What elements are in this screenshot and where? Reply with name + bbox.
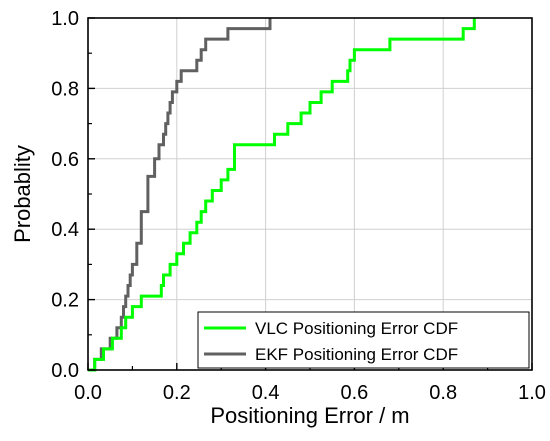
axis-ticks: 0.0 0.2 0.4 0.6 0.8 1.0 0.0 0.2 0.4 0.6 0.8 1.0 — [51, 8, 546, 404]
x-tick-label: 0.0 — [74, 382, 102, 404]
legend-box — [197, 311, 530, 369]
x-tick-label: 0.2 — [163, 382, 191, 404]
grid — [88, 18, 532, 370]
x-tick-label: 0.6 — [340, 382, 368, 404]
legend-label-ekf: EKF Positioning Error CDF — [255, 345, 458, 364]
series-line-0 — [88, 18, 476, 372]
y-tick-label: 0.2 — [51, 290, 79, 312]
y-tick-label: 0.0 — [51, 360, 79, 382]
legend-label-vlc: VLC Positioning Error CDF — [255, 319, 458, 338]
x-tick-label: 0.4 — [252, 382, 280, 404]
series-line-1 — [88, 18, 272, 372]
legend: VLC Positioning Error CDF EKF Positionin… — [197, 311, 530, 369]
x-tick-label: 1.0 — [518, 382, 546, 404]
y-tick-label: 0.8 — [51, 78, 79, 100]
y-axis-title: Probablity — [10, 145, 35, 243]
x-tick-label: 0.8 — [429, 382, 457, 404]
y-tick-label: 1.0 — [51, 8, 79, 30]
series-layer — [88, 18, 476, 372]
y-tick-label: 0.6 — [51, 149, 79, 171]
y-tick-label: 0.4 — [51, 219, 79, 241]
x-axis-title: Positioning Error / m — [210, 403, 409, 428]
